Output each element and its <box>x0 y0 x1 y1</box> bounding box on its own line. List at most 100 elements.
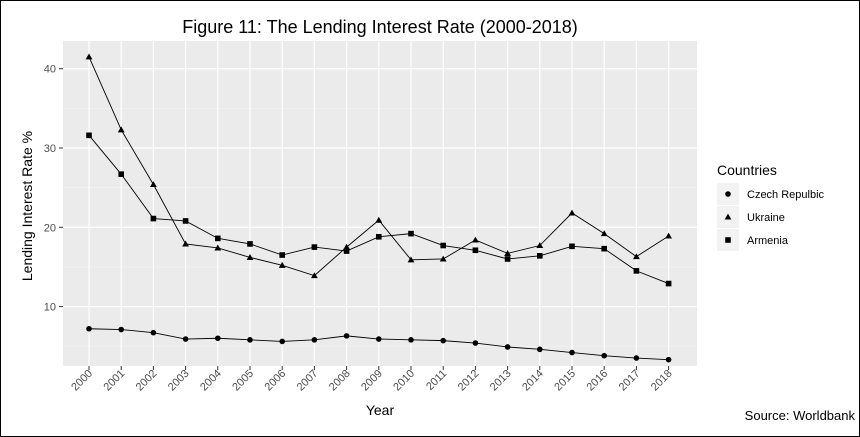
data-point <box>278 261 286 268</box>
data-point <box>118 171 124 177</box>
data-point <box>376 336 382 342</box>
x-tick-label: 2016 <box>585 368 611 394</box>
data-point <box>311 272 318 279</box>
data-point <box>504 250 511 256</box>
legend-label: Armenia <box>747 235 789 247</box>
legend-marker <box>724 213 732 220</box>
series-layer <box>85 53 672 363</box>
data-point <box>665 280 672 287</box>
legend-title: Countries <box>717 162 777 178</box>
x-tick-label: 2017 <box>617 368 643 394</box>
data-point <box>439 255 447 262</box>
x-tick-label: 2012 <box>456 368 482 394</box>
x-tick-label: 2000 <box>69 368 95 394</box>
data-point <box>279 252 285 258</box>
data-point <box>311 244 318 250</box>
data-point <box>182 336 189 342</box>
data-point <box>247 337 253 343</box>
data-point <box>536 242 544 249</box>
x-tick-label: 2011 <box>424 368 449 393</box>
source-note: Source: Worldbank <box>745 408 856 423</box>
data-point <box>85 53 93 60</box>
data-point <box>150 181 157 188</box>
y-tick-label: 20 <box>44 222 56 234</box>
data-point <box>472 340 479 346</box>
y-tick-label: 30 <box>44 143 56 155</box>
data-point <box>86 325 92 332</box>
data-point <box>633 268 640 274</box>
series-square <box>86 132 672 287</box>
x-tick-label: 2003 <box>166 368 192 394</box>
x-tick-label: 2018 <box>649 368 675 394</box>
legend-label: Czech Repulbic <box>747 189 825 201</box>
data-point <box>568 209 576 216</box>
data-point <box>504 256 511 262</box>
x-tick-label: 2007 <box>295 368 321 394</box>
x-tick-label: 2013 <box>488 368 514 394</box>
data-point <box>601 352 607 359</box>
x-tick-label: 2002 <box>134 368 160 394</box>
x-tick-label: 2008 <box>327 368 353 394</box>
data-point <box>407 256 415 263</box>
data-point <box>440 242 446 249</box>
legend-marker <box>725 237 731 243</box>
x-tick-label: 2009 <box>359 368 385 394</box>
data-point <box>569 349 575 356</box>
data-point <box>408 230 414 237</box>
grid-lines <box>63 41 697 366</box>
legend: Countries Czech Repulbic Ukraine Armenia <box>717 162 825 251</box>
series-triangle <box>85 53 672 279</box>
data-point <box>601 245 607 252</box>
data-point <box>569 243 575 250</box>
plot-panel <box>63 41 697 366</box>
data-point <box>215 335 221 342</box>
data-point <box>665 232 672 239</box>
data-point <box>182 218 189 224</box>
x-tick-label: 2014 <box>520 368 546 394</box>
data-point <box>150 215 157 222</box>
x-tick-label: 2005 <box>230 368 256 394</box>
chart-title: Figure 11: The Lending Interest Rate (20… <box>182 17 578 37</box>
data-point <box>600 230 608 237</box>
data-point <box>150 329 157 336</box>
x-axis-title: Year <box>366 402 395 418</box>
x-tick-label: 2015 <box>552 368 578 394</box>
data-point <box>182 240 189 247</box>
data-point <box>311 337 318 343</box>
data-point <box>279 338 286 345</box>
data-point <box>215 235 221 242</box>
y-tick-label: 40 <box>44 64 56 76</box>
data-point <box>440 337 447 344</box>
series-circle <box>86 325 672 363</box>
data-point <box>118 326 124 333</box>
data-point <box>665 356 672 363</box>
data-point <box>472 236 479 243</box>
x-tick-label: 2006 <box>263 368 289 394</box>
data-point <box>214 244 222 251</box>
x-tick-label: 2004 <box>198 368 224 394</box>
data-point <box>376 233 382 240</box>
y-tick-label: 10 <box>44 302 56 314</box>
data-point <box>247 241 253 247</box>
x-tick-label: 2010 <box>391 368 417 394</box>
data-point <box>246 254 254 260</box>
data-point <box>537 346 543 353</box>
data-point <box>633 355 640 361</box>
data-point <box>343 248 350 254</box>
data-point <box>504 344 511 350</box>
data-point <box>375 216 383 223</box>
data-point <box>86 132 92 139</box>
data-point <box>472 247 479 254</box>
data-point <box>343 243 350 250</box>
legend-items: Czech Repulbic Ukraine Armenia <box>717 183 825 251</box>
data-point <box>408 337 414 343</box>
legend-label: Ukraine <box>747 212 785 224</box>
x-tick-label: 2001 <box>102 368 128 394</box>
data-point <box>343 333 350 339</box>
data-point <box>117 126 125 133</box>
y-axis-title: Lending Interest Rate % <box>19 131 35 281</box>
legend-marker <box>725 191 731 197</box>
data-point <box>537 253 543 259</box>
